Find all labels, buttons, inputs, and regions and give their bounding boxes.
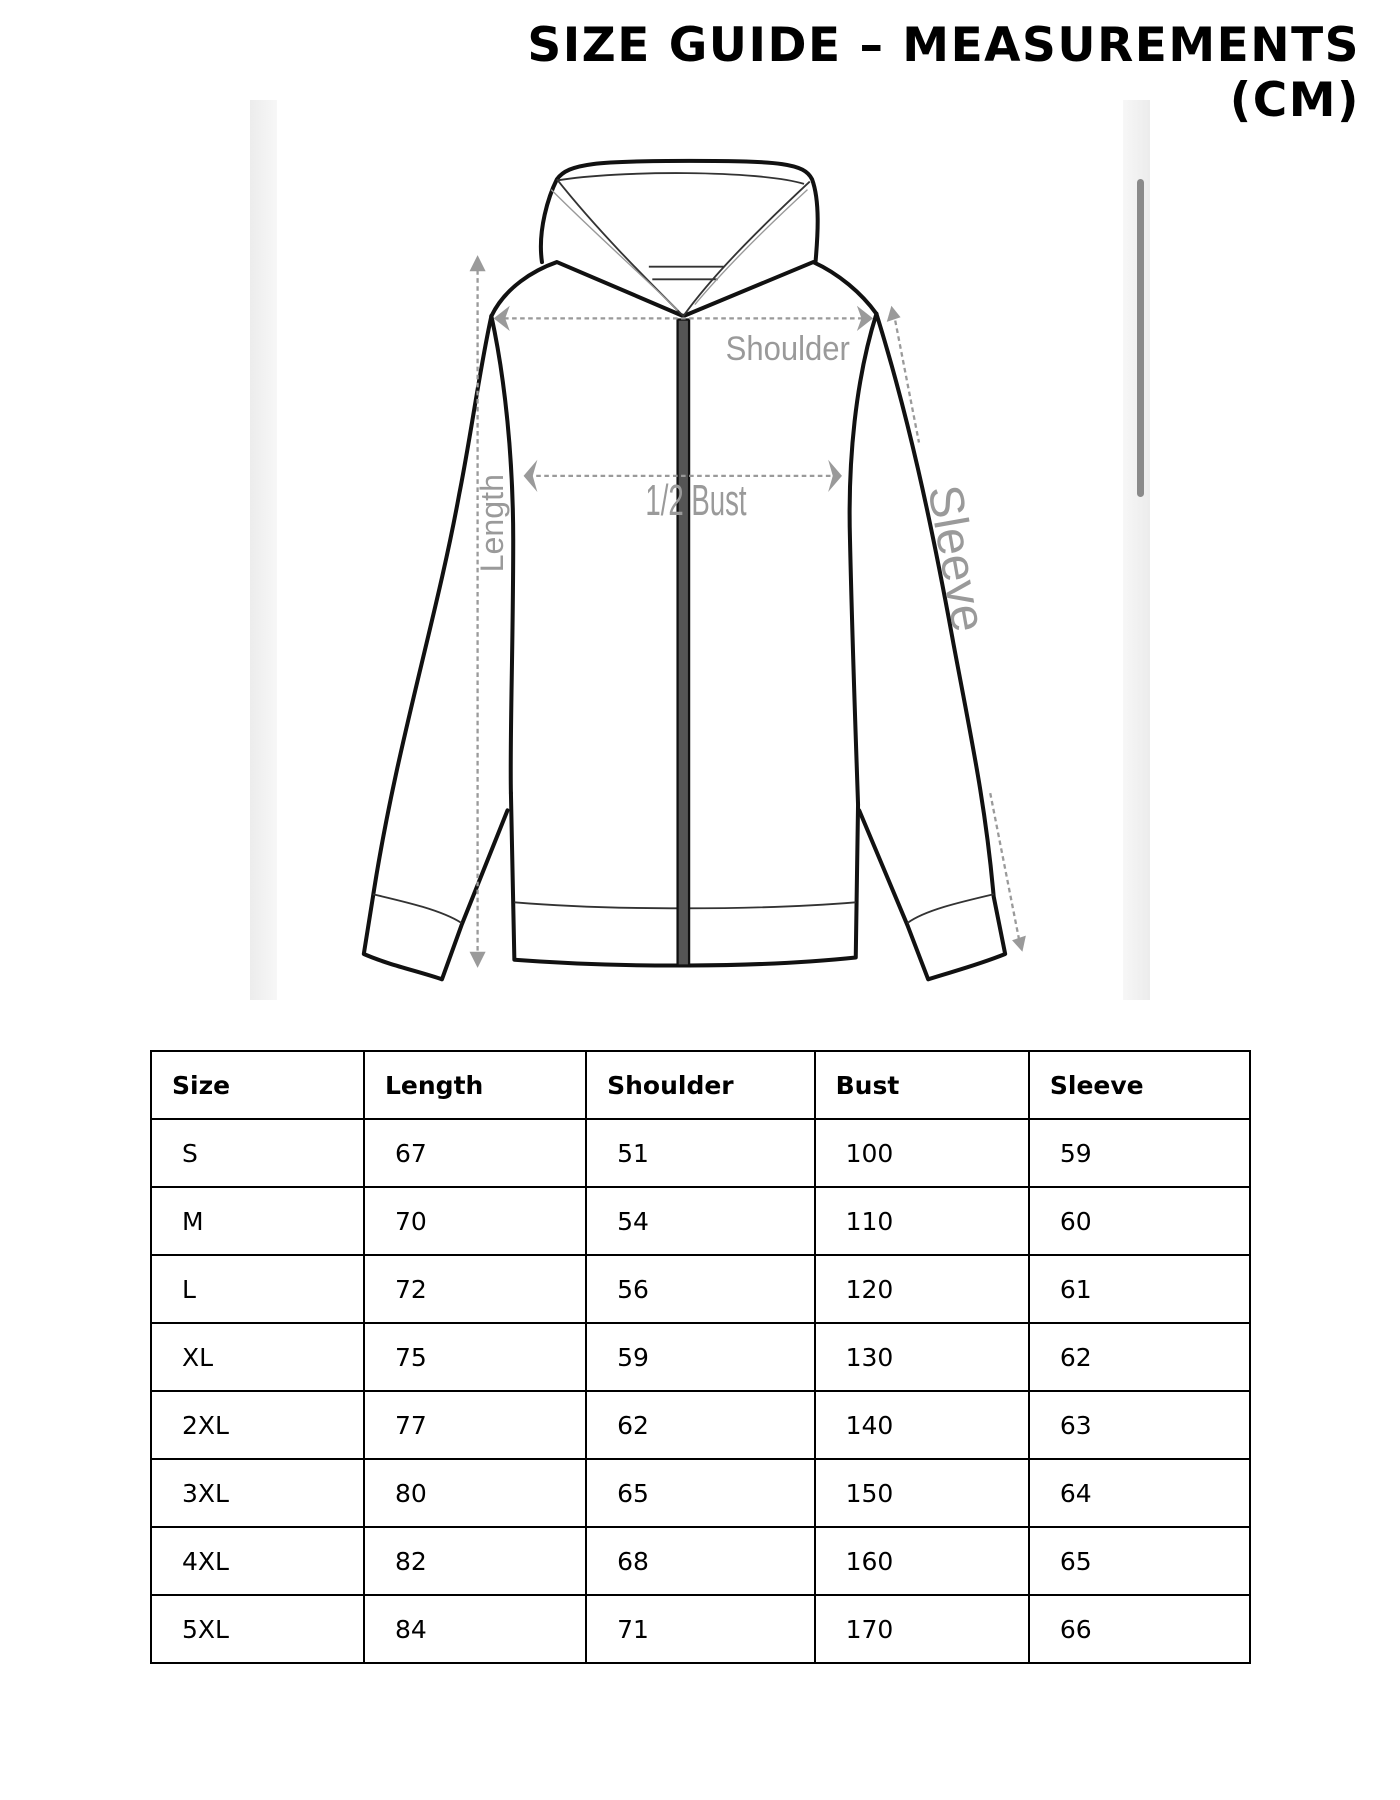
cell-bust: 160	[813, 1526, 1030, 1596]
cell-shoulder: 71	[585, 1594, 816, 1664]
cell-shoulder: 62	[585, 1390, 816, 1460]
cell-shoulder: 68	[585, 1526, 816, 1596]
header-size: Size	[150, 1050, 365, 1120]
cell-bust: 130	[813, 1322, 1030, 1392]
cell-shoulder: 54	[585, 1186, 816, 1256]
cell-sleeve: 63	[1027, 1390, 1252, 1460]
cell-length: 77	[362, 1390, 588, 1460]
cell-size: L	[150, 1254, 365, 1324]
cell-shoulder: 59	[585, 1322, 816, 1392]
table-row: S 67 51 100 59	[150, 1118, 1252, 1188]
header-sleeve: Sleeve	[1027, 1050, 1252, 1120]
header-bust: Bust	[813, 1050, 1030, 1120]
cell-length: 84	[362, 1594, 588, 1664]
zipper	[676, 318, 691, 967]
cell-sleeve: 62	[1027, 1322, 1252, 1392]
cell-shoulder: 51	[585, 1118, 816, 1188]
table-header-row: Size Length Shoulder Bust Sleeve	[150, 1050, 1252, 1120]
size-table: Size Length Shoulder Bust Sleeve S 67 51 10…	[150, 1050, 1252, 1664]
cell-bust: 170	[813, 1594, 1030, 1664]
header-shoulder: Shoulder	[585, 1050, 816, 1120]
scrollbar-thumb[interactable]	[1137, 179, 1144, 497]
right-sleeve	[857, 311, 1008, 982]
cell-length: 82	[362, 1526, 588, 1596]
table-row: XL 75 59 130 62	[150, 1322, 1252, 1392]
cell-bust: 150	[813, 1458, 1030, 1528]
cell-size: 5XL	[150, 1594, 365, 1664]
cell-size: S	[150, 1118, 365, 1188]
cell-bust: 100	[813, 1118, 1030, 1188]
cell-bust: 120	[813, 1254, 1030, 1324]
cell-sleeve: 66	[1027, 1594, 1252, 1664]
header-length: Length	[362, 1050, 588, 1120]
body-outline	[489, 260, 879, 319]
cell-length: 75	[362, 1322, 588, 1392]
cell-size: 2XL	[150, 1390, 365, 1460]
cell-bust: 110	[813, 1186, 1030, 1256]
table-row: L 72 56 120 61	[150, 1254, 1252, 1324]
cell-length: 67	[362, 1118, 588, 1188]
table-row: 2XL 77 62 140 63	[150, 1390, 1252, 1460]
cell-sleeve: 61	[1027, 1254, 1252, 1324]
bust-label: 1/2 Bust	[645, 476, 746, 525]
cell-length: 70	[362, 1186, 588, 1256]
hoodie-measurement-diagram: Shoulder 1/2 Bust Length Sleeve	[250, 100, 1150, 1000]
cell-length: 80	[362, 1458, 588, 1528]
cell-bust: 140	[813, 1390, 1030, 1460]
cell-sleeve: 64	[1027, 1458, 1252, 1528]
image-right-edge	[1123, 100, 1150, 1000]
cell-length: 72	[362, 1254, 588, 1324]
table-row: 4XL 82 68 160 65	[150, 1526, 1252, 1596]
cell-size: 4XL	[150, 1526, 365, 1596]
page-title: SIZE GUIDE – MEASUREMENTS (CM)	[527, 18, 1360, 128]
sleeve-label: Sleeve	[917, 481, 996, 636]
cell-shoulder: 56	[585, 1254, 816, 1324]
image-left-edge	[250, 100, 277, 1000]
length-label: Length	[474, 474, 510, 572]
left-sleeve	[361, 314, 510, 982]
table-row: M 70 54 110 60	[150, 1186, 1252, 1256]
cell-sleeve: 65	[1027, 1526, 1252, 1596]
cell-shoulder: 65	[585, 1458, 816, 1528]
hood-outline	[538, 158, 820, 265]
cell-sleeve: 60	[1027, 1186, 1252, 1256]
shoulder-label: Shoulder	[726, 328, 850, 367]
cell-size: 3XL	[150, 1458, 365, 1528]
cell-size: M	[150, 1186, 365, 1256]
hoodie-drawing: Shoulder 1/2 Bust Length Sleeve	[361, 158, 1026, 982]
cell-sleeve: 59	[1027, 1118, 1252, 1188]
cell-size: XL	[150, 1322, 365, 1392]
table-row: 3XL 80 65 150 64	[150, 1458, 1252, 1528]
table-row: 5XL 84 71 170 66	[150, 1594, 1252, 1664]
